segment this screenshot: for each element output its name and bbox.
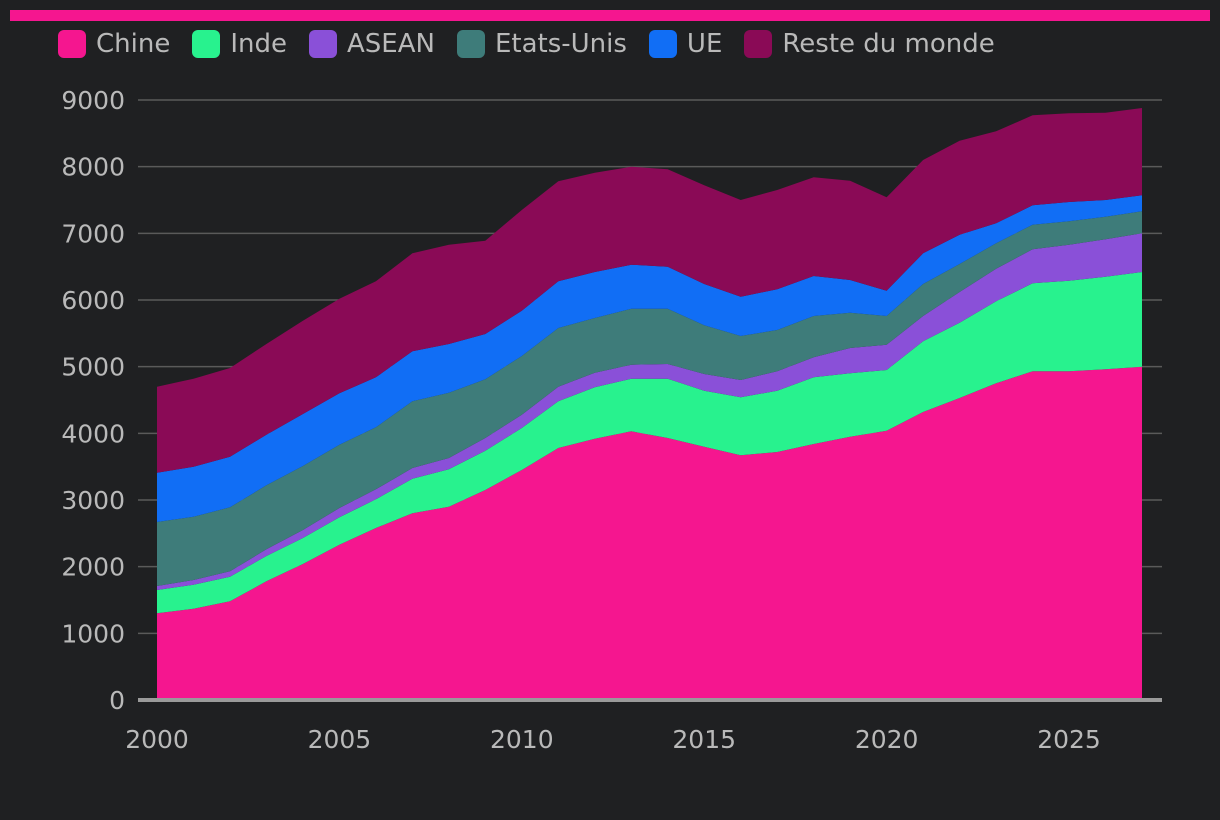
x-tick-label-2005: 2005	[308, 725, 372, 754]
x-tick-label-2015: 2015	[672, 725, 736, 754]
legend-label-reste-du-monde: Reste du monde	[782, 29, 995, 59]
y-tick-label-0: 0	[109, 686, 125, 715]
area-series-ue	[157, 195, 1142, 523]
legend-swatch-asean	[309, 30, 337, 58]
legend-item-reste-du-monde[interactable]: Reste du monde	[744, 29, 995, 59]
legend-item-asean[interactable]: ASEAN	[309, 29, 435, 59]
legend-label-asean: ASEAN	[347, 29, 435, 59]
x-tick-label-2000: 2000	[125, 725, 189, 754]
area-series-asean	[157, 233, 1142, 591]
legend-swatch-ue	[648, 30, 677, 58]
area-series-reste-du-monde	[157, 108, 1142, 473]
area-series-inde	[157, 272, 1142, 614]
x-tick-label-2010: 2010	[490, 725, 554, 754]
y-tick-label-2000: 2000	[61, 553, 125, 582]
y-tick-label-6000: 6000	[61, 286, 125, 315]
x-tick-label-2025: 2025	[1037, 725, 1101, 754]
legend-item-chine[interactable]: Chine	[58, 29, 170, 59]
legend-swatch-inde	[192, 30, 221, 58]
area-series-chine	[157, 366, 1142, 700]
legend-item-inde[interactable]: Inde	[192, 29, 287, 59]
legend-label-chine: Chine	[96, 29, 171, 59]
legend-label-etats-unis: Etats-Unis	[494, 29, 627, 59]
legend-label-inde: Inde	[230, 29, 287, 59]
y-tick-label-4000: 4000	[61, 419, 125, 448]
legend-label-ue: UE	[686, 29, 723, 59]
y-tick-label-9000: 9000	[61, 86, 125, 115]
legend-item-ue[interactable]: UE	[648, 29, 723, 59]
y-tick-label-8000: 8000	[61, 153, 125, 182]
y-tick-label-5000: 5000	[61, 353, 125, 382]
legend-swatch-reste-du-monde	[744, 30, 773, 58]
legend-item-etats-unis[interactable]: Etats-Unis	[456, 29, 627, 59]
legend-swatch-etats-unis	[456, 30, 485, 58]
accent-bar	[10, 10, 1210, 21]
y-tick-label-3000: 3000	[61, 486, 125, 515]
y-tick-label-1000: 1000	[61, 619, 125, 648]
legend-swatch-chine	[58, 30, 86, 58]
chart-legend: Chine Inde ASEAN Etats-Unis UE Reste du …	[58, 28, 995, 60]
y-tick-label-7000: 7000	[61, 219, 125, 248]
x-tick-label-2020: 2020	[855, 725, 919, 754]
area-series-etats-unis	[157, 211, 1142, 587]
